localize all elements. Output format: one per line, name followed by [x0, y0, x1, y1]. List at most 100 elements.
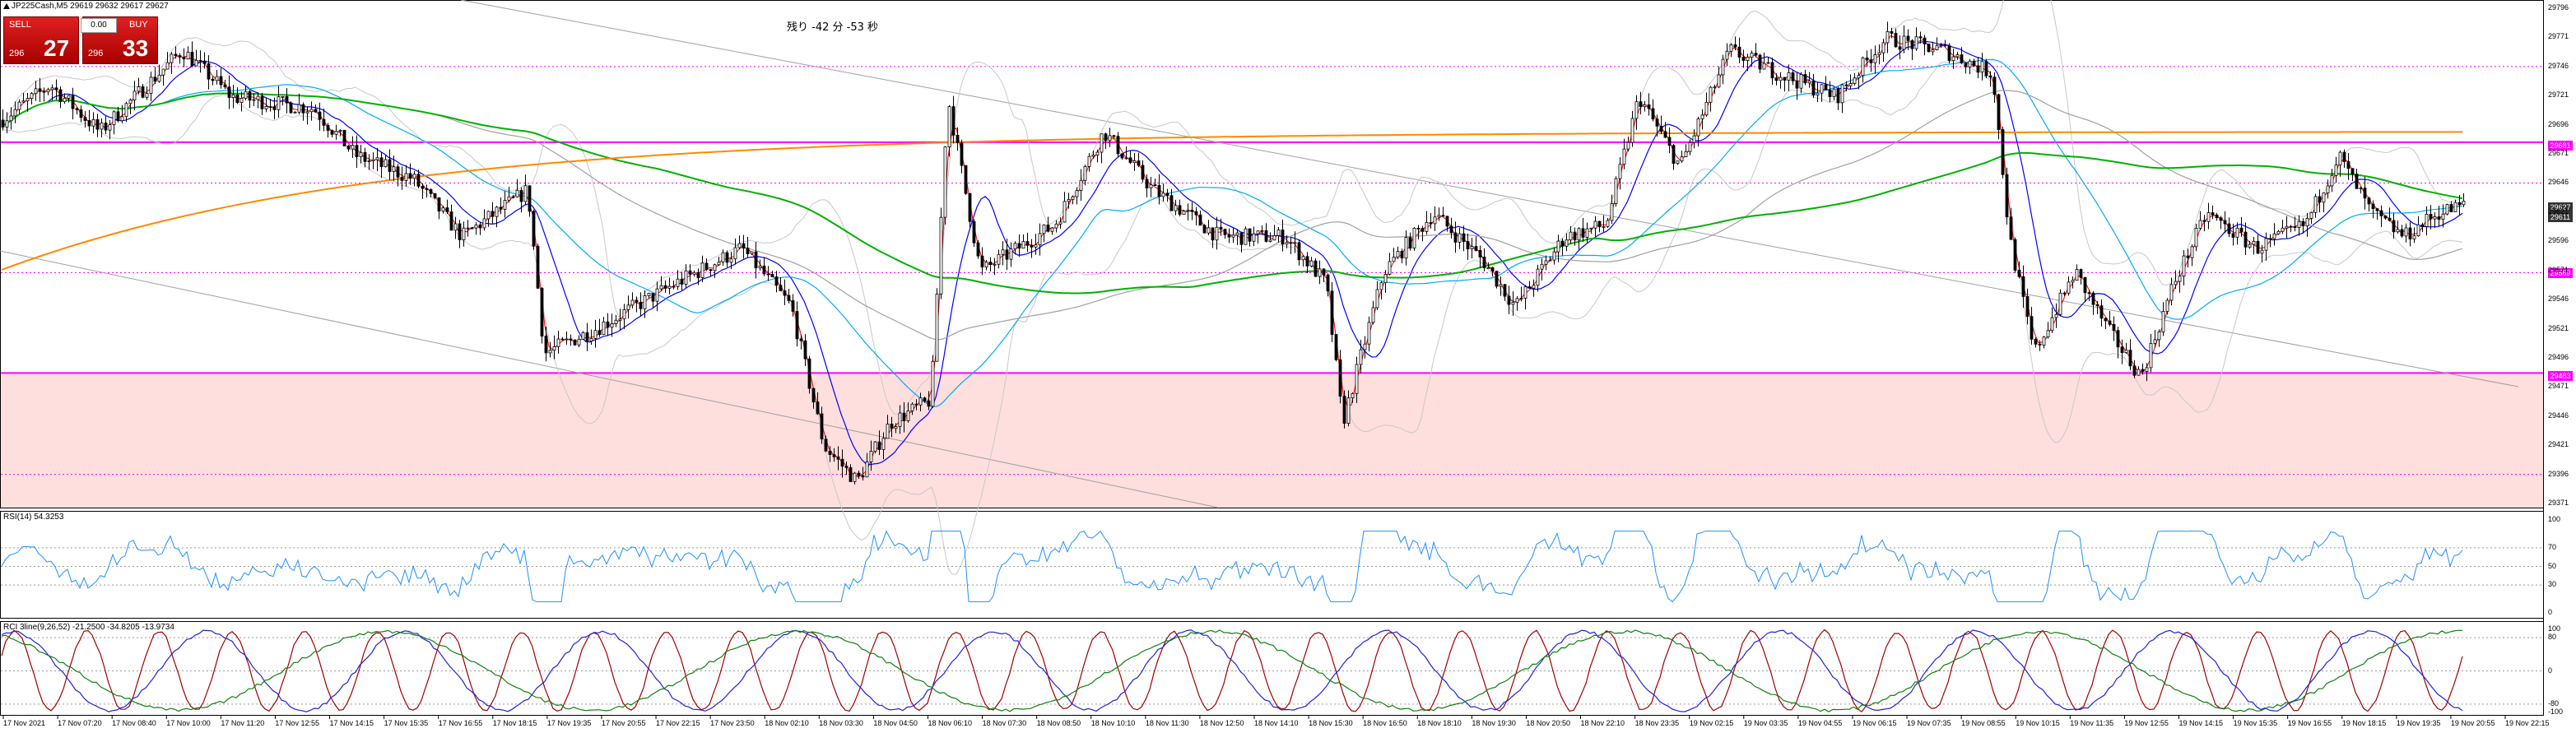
candle-body — [1367, 322, 1371, 345]
candle-body — [2433, 216, 2437, 220]
candle-body — [256, 95, 260, 100]
candle-body — [750, 251, 754, 254]
candle-body — [408, 173, 412, 179]
ma-sky — [1, 58, 2463, 407]
y-tick-label: 29721 — [2548, 90, 2569, 100]
candle-body — [865, 461, 869, 478]
candle-body — [795, 311, 799, 340]
candle-body — [2132, 365, 2137, 376]
candle-body — [2013, 239, 2017, 271]
candle-body — [1984, 61, 1988, 77]
candle-body — [742, 243, 746, 249]
candle-body — [1334, 334, 1338, 360]
price-tag-upper-magenta: 29681 — [2548, 141, 2573, 151]
rsi-panel-frame — [0, 511, 2544, 619]
candle-body — [1112, 135, 1116, 137]
candle-body — [828, 450, 832, 456]
candle-body — [824, 438, 828, 452]
x-tick-label: 17 Nov 19:35 — [546, 719, 592, 727]
candle-body — [807, 358, 811, 389]
candle-body — [692, 271, 696, 275]
candle-body — [2375, 208, 2379, 211]
x-tick-label: 18 Nov 15:30 — [1309, 719, 1353, 727]
candle-body — [1593, 220, 1597, 229]
candle-body — [1980, 61, 1984, 73]
candle-body — [918, 397, 923, 406]
candle-body — [2030, 316, 2034, 340]
candle-body — [1836, 88, 1840, 104]
candle-body — [1054, 223, 1058, 229]
candle-body — [997, 253, 1001, 265]
candle-body — [1527, 286, 1532, 289]
rci-tick-label: 80 — [2548, 633, 2557, 642]
candle-body — [2260, 249, 2264, 254]
candle-body — [733, 247, 737, 260]
candle-body — [1960, 54, 1964, 63]
candle-body — [268, 106, 272, 108]
candle-body — [1375, 289, 1379, 309]
candle-body — [326, 124, 330, 131]
candle-body — [2202, 220, 2206, 222]
candle-body — [38, 88, 42, 92]
candle-body — [894, 426, 898, 429]
candle-body — [569, 338, 573, 341]
candle-body — [2157, 332, 2161, 341]
candle-body — [1050, 227, 1054, 232]
candle-body — [844, 466, 849, 468]
candle-body — [384, 159, 388, 168]
candle-body — [1704, 101, 1709, 116]
candle-body — [536, 245, 540, 289]
candle-body — [1811, 80, 1816, 96]
rci-tick-label: -100 — [2548, 707, 2564, 716]
candle-body — [2330, 174, 2334, 187]
candle-body — [1256, 230, 1260, 234]
y-tick-label: 29771 — [2548, 32, 2569, 41]
candle-body — [1289, 242, 1293, 244]
candle-body — [577, 338, 581, 346]
candle-body — [231, 94, 235, 98]
candle-body — [429, 189, 433, 194]
candle-body — [235, 94, 239, 104]
candle-body — [2161, 311, 2165, 332]
candle-body — [820, 413, 824, 440]
buy-button[interactable]: BUY 296 33 — [82, 16, 158, 64]
candle-body — [1886, 31, 1890, 44]
candle-body — [1157, 185, 1161, 197]
volume-input[interactable]: 0.00 — [81, 18, 117, 33]
candle-body — [1161, 193, 1165, 197]
candle-body — [2326, 185, 2330, 193]
candle-body — [696, 271, 700, 278]
candle-body — [1651, 108, 1655, 120]
candle-body — [1515, 298, 1519, 303]
candle-body — [1898, 46, 1902, 50]
candle-body — [2305, 218, 2309, 227]
candle-body — [289, 102, 293, 114]
candle-body — [1696, 118, 1700, 137]
candle-body — [951, 106, 956, 136]
candle-body — [1429, 222, 1433, 225]
candle-body — [947, 106, 951, 148]
candle-body — [495, 206, 499, 217]
candle-body — [1301, 256, 1305, 261]
candle-body — [766, 273, 770, 276]
candle-body — [1824, 84, 1828, 90]
candle-body — [1272, 234, 1276, 241]
sell-button[interactable]: SELL 296 27 — [3, 16, 79, 64]
candle-body — [499, 206, 503, 210]
ma-blue — [1, 40, 2463, 466]
candle-body — [149, 77, 153, 94]
candle-body — [194, 59, 198, 67]
candle-body — [811, 387, 816, 403]
candle-body — [1486, 267, 1490, 269]
x-tick-label: 19 Nov 15:35 — [2233, 719, 2278, 727]
candle-body — [1433, 216, 1437, 225]
candle-body — [239, 98, 244, 104]
candle-body — [1371, 307, 1375, 323]
candle-body — [2001, 129, 2005, 175]
candle-body — [1725, 50, 1729, 60]
candle-body — [124, 103, 128, 118]
candle-body — [560, 338, 565, 341]
candle-body — [1330, 290, 1334, 335]
candle-body — [1569, 231, 1573, 241]
